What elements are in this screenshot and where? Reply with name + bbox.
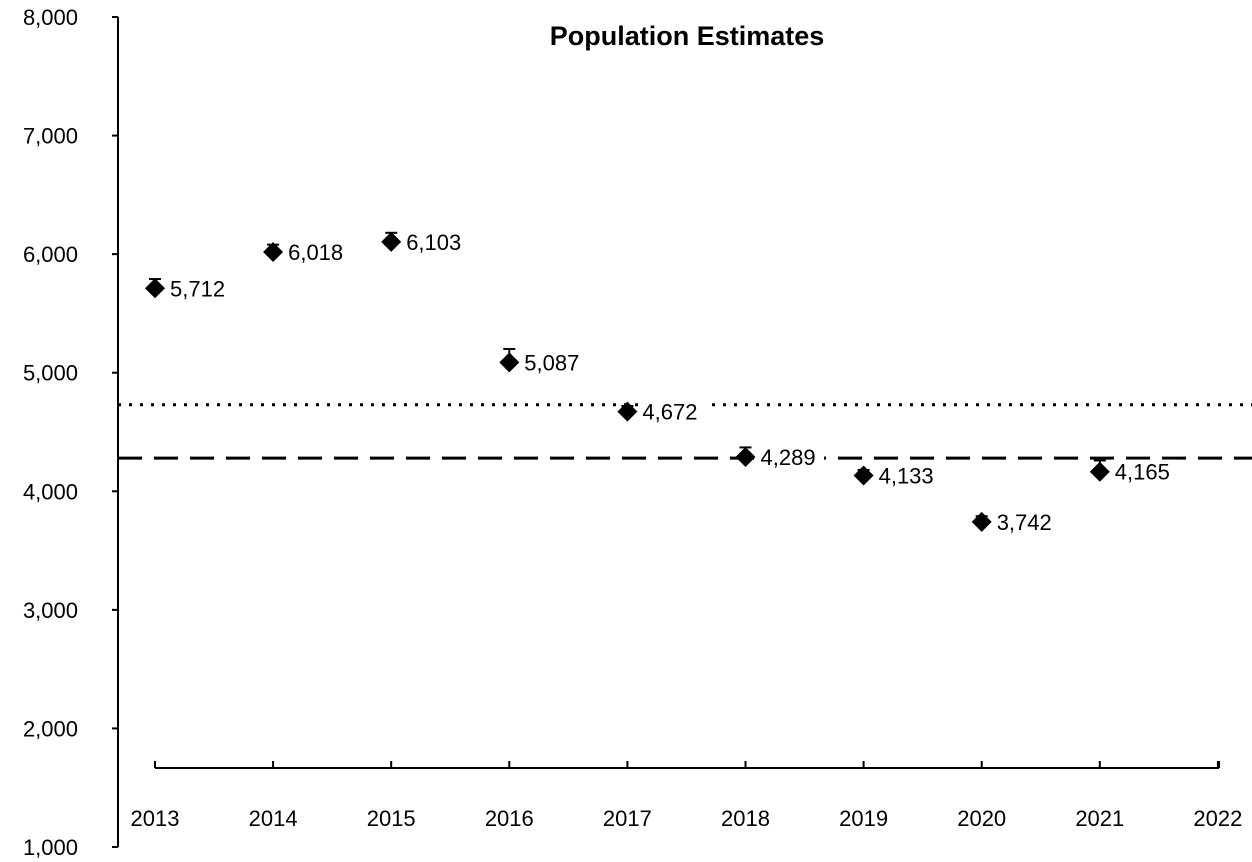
data-point — [381, 231, 402, 252]
x-tick-label: 2019 — [839, 806, 888, 831]
data-label-background — [758, 445, 824, 470]
y-tick-label: 1,000 — [23, 835, 78, 860]
data-point — [145, 278, 165, 299]
data-label-background — [876, 463, 943, 488]
data-point — [1089, 461, 1110, 482]
y-tick-label: 7,000 — [23, 124, 78, 149]
data-label-background — [994, 509, 1061, 534]
y-tick-label: 2,000 — [23, 716, 78, 741]
data-marks: 5,712 6,018 6,103 5,087 4,672 4,289 4,133 3,742… — [145, 229, 1179, 535]
data-label: 4,133 — [879, 464, 934, 489]
data-label: 4,672 — [642, 400, 697, 425]
data-label: 3,742 — [997, 510, 1052, 535]
chart-title: Population Estimates — [550, 21, 825, 51]
x-tick-label: 2020 — [957, 806, 1006, 831]
data-point — [735, 447, 756, 468]
data-point — [499, 352, 520, 373]
data-label-background — [522, 350, 588, 375]
y-tick-label: 5,000 — [23, 361, 78, 386]
x-tick-label: 2021 — [1075, 806, 1124, 831]
x-tick-label: 2018 — [721, 806, 770, 831]
data-label-background — [404, 229, 470, 254]
x-tick-label: 2022 — [1193, 806, 1242, 831]
reference-lines — [118, 403, 1252, 460]
data-label: 6,103 — [406, 230, 461, 255]
x-tick-label: 2017 — [603, 806, 652, 831]
x-tick-label: 2016 — [485, 806, 534, 831]
data-point — [263, 242, 284, 263]
axes: 1,000 2,000 3,000 4,000 5,000 6,000 7,000 8,000… — [23, 5, 1242, 860]
data-label: 5,087 — [524, 350, 579, 375]
data-label: 4,165 — [1115, 460, 1170, 485]
data-label: 4,289 — [761, 445, 816, 470]
data-point — [853, 465, 874, 486]
y-tick-label: 4,000 — [23, 479, 78, 504]
data-label-background — [1112, 459, 1179, 484]
y-tick-label: 6,000 — [23, 242, 78, 267]
data-label-background — [286, 240, 352, 265]
x-tick-label: 2013 — [131, 806, 180, 831]
y-tick-label: 8,000 — [23, 5, 78, 30]
data-point — [971, 511, 992, 532]
y-tick-label: 3,000 — [23, 598, 78, 623]
data-label: 6,018 — [288, 240, 343, 265]
x-tick-label: 2015 — [367, 806, 416, 831]
x-tick-label: 2014 — [249, 806, 298, 831]
data-label: 5,712 — [170, 276, 225, 301]
data-label-background — [168, 276, 234, 301]
data-point — [617, 401, 638, 422]
data-label-background — [640, 399, 706, 424]
